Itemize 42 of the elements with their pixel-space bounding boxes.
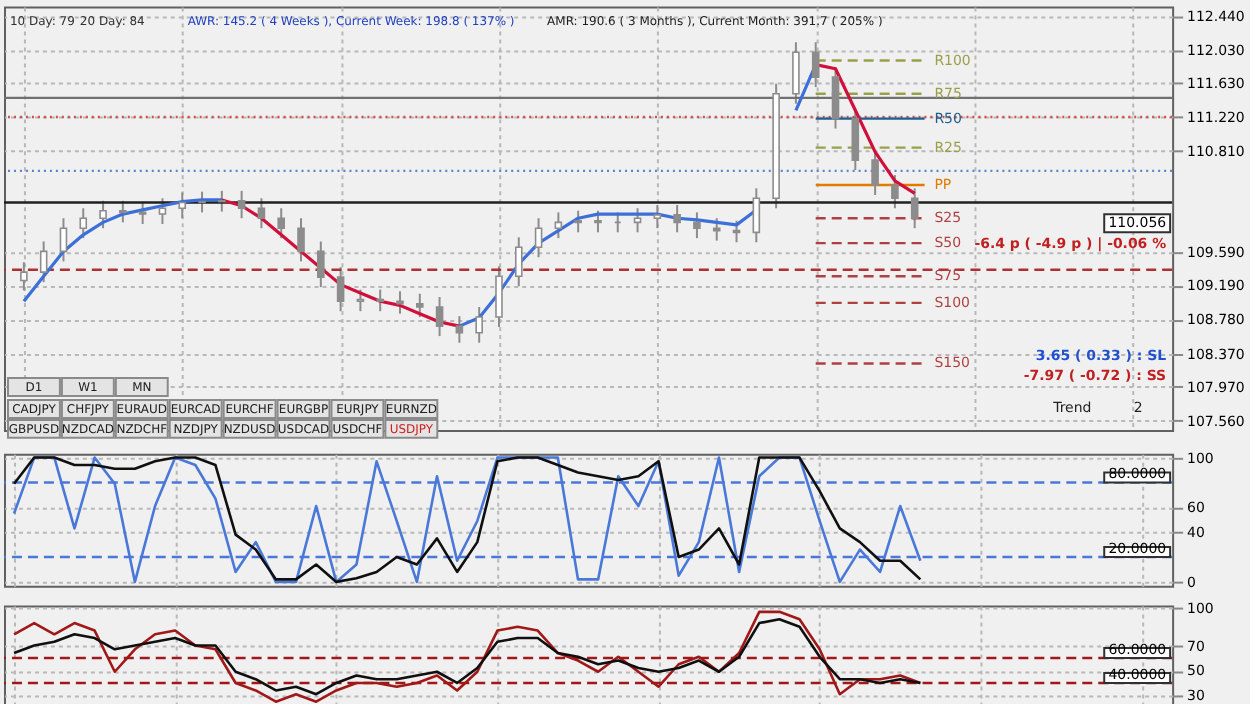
- candlestick: [712, 217, 721, 242]
- candlestick: [792, 41, 800, 105]
- candlestick: [534, 217, 543, 259]
- candlestick: [376, 288, 384, 313]
- candlestick: [495, 265, 503, 328]
- candlestick: [356, 288, 365, 313]
- candlestick: [811, 41, 820, 89]
- candlestick: [653, 203, 662, 230]
- candlestick: [317, 240, 325, 289]
- candlestick: [455, 315, 464, 344]
- candlestick: [416, 292, 424, 318]
- candlestick: [752, 187, 761, 244]
- candlestick: [891, 174, 899, 210]
- candlestick: [257, 197, 266, 230]
- candlestick: [693, 211, 701, 240]
- candlestick: [336, 266, 345, 313]
- candlestick: [574, 209, 582, 234]
- candlestick: [673, 203, 681, 234]
- candlestick: [138, 201, 147, 226]
- candlestick: [475, 306, 483, 344]
- candlestick: [218, 189, 226, 213]
- candlestick: [514, 236, 523, 288]
- candlestick: [871, 149, 879, 196]
- candlestick: [297, 217, 305, 263]
- candlestick: [831, 66, 840, 130]
- candlestick: [198, 190, 206, 214]
- candlestick: [59, 217, 68, 263]
- candlestick: [594, 209, 602, 234]
- candlestick: [633, 207, 642, 234]
- candlestick: [178, 191, 187, 220]
- candlestick: [20, 261, 28, 292]
- candlestick: [910, 187, 919, 230]
- candlestick: [435, 296, 444, 338]
- candlestick: [732, 219, 741, 244]
- candlestick: [99, 199, 107, 230]
- candlestick: [396, 290, 404, 315]
- candlestick: [277, 207, 286, 240]
- candlestick: [851, 107, 860, 172]
- candlestick: [79, 207, 88, 240]
- candlestick: [39, 240, 48, 284]
- candlestick: [237, 189, 246, 220]
- candlestick: [554, 211, 563, 240]
